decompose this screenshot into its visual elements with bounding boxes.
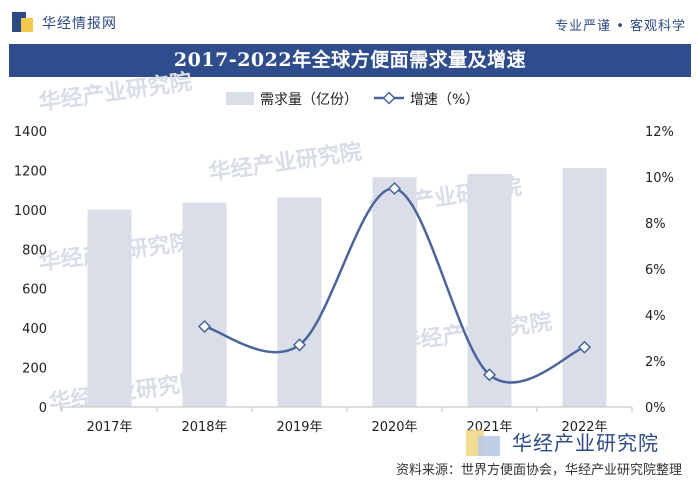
- y-right-tick-label: 10%: [645, 171, 674, 186]
- bars: [87, 168, 607, 407]
- legend-line-label: 增速（%）: [410, 92, 479, 108]
- growth-point-4: [577, 340, 592, 354]
- watermark-text: 华经产业研究院: [207, 139, 363, 186]
- growth-line-layer: [197, 181, 592, 384]
- y-right-tick-label: 8%: [645, 217, 666, 232]
- axes: 2017年 2018年 2019年 2020年 2021年 2022年0200400600…: [14, 125, 674, 435]
- y-left-tick-label: 1400: [14, 125, 47, 140]
- x-tick-label: 2022年: [561, 420, 607, 435]
- y-right-tick-label: 0%: [645, 401, 666, 416]
- brand-logo-icon: [12, 12, 36, 34]
- bar-1: [182, 202, 227, 407]
- y-left-tick-label: 1200: [14, 164, 47, 179]
- footer-brand: 华经产业研究院: [512, 431, 659, 455]
- growth-point-0: [197, 319, 212, 334]
- header: 华经情报网 专业严谨 • 客观科学: [0, 0, 700, 44]
- slogan: 专业严谨 • 客观科学: [555, 19, 686, 34]
- bar-2: [277, 197, 322, 407]
- growth-point-3: [482, 368, 497, 382]
- x-tick-label: 2018年: [181, 420, 227, 435]
- growth-point-1: [292, 338, 307, 352]
- legend-bar-label: 需求量（亿份）: [260, 92, 358, 108]
- brand: 华经情报网: [12, 12, 117, 34]
- y-left-tick-label: 0: [39, 401, 47, 416]
- legend-bar-swatch: [226, 92, 254, 105]
- y-left-tick-label: 1000: [14, 204, 47, 219]
- chart-title-banner: 2017-2022年全球方便面需求量及增速: [9, 44, 691, 77]
- y-right-tick-label: 4%: [645, 309, 666, 324]
- y-right-tick-label: 12%: [645, 125, 674, 140]
- y-left-tick-label: 600: [22, 283, 47, 298]
- y-left-tick-label: 800: [22, 243, 47, 258]
- brand-name: 华经情报网: [42, 16, 117, 32]
- bar-5: [562, 168, 607, 407]
- bar-0: [87, 209, 132, 407]
- growth-point-2: [387, 181, 402, 196]
- y-right-tick-label: 2%: [645, 355, 666, 370]
- legend-line-marker: [382, 91, 396, 105]
- bar-4: [467, 173, 512, 407]
- watermark-text: 华经产业研究院: [37, 69, 193, 116]
- x-tick-label: 2017年: [86, 420, 132, 435]
- x-tick-label: 2020年: [371, 420, 417, 435]
- x-tick-label: 2019年: [276, 420, 322, 435]
- y-right-tick-label: 6%: [645, 263, 666, 278]
- y-left-tick-label: 400: [22, 322, 47, 337]
- bar-3: [372, 177, 417, 407]
- y-left-tick-label: 200: [22, 362, 47, 377]
- source-note: 资料来源：世界方便面协会，华经产业研究院整理: [395, 463, 682, 478]
- legend: 需求量（亿份） 增速（%）: [226, 91, 479, 108]
- footer-logo-icon: [466, 430, 502, 456]
